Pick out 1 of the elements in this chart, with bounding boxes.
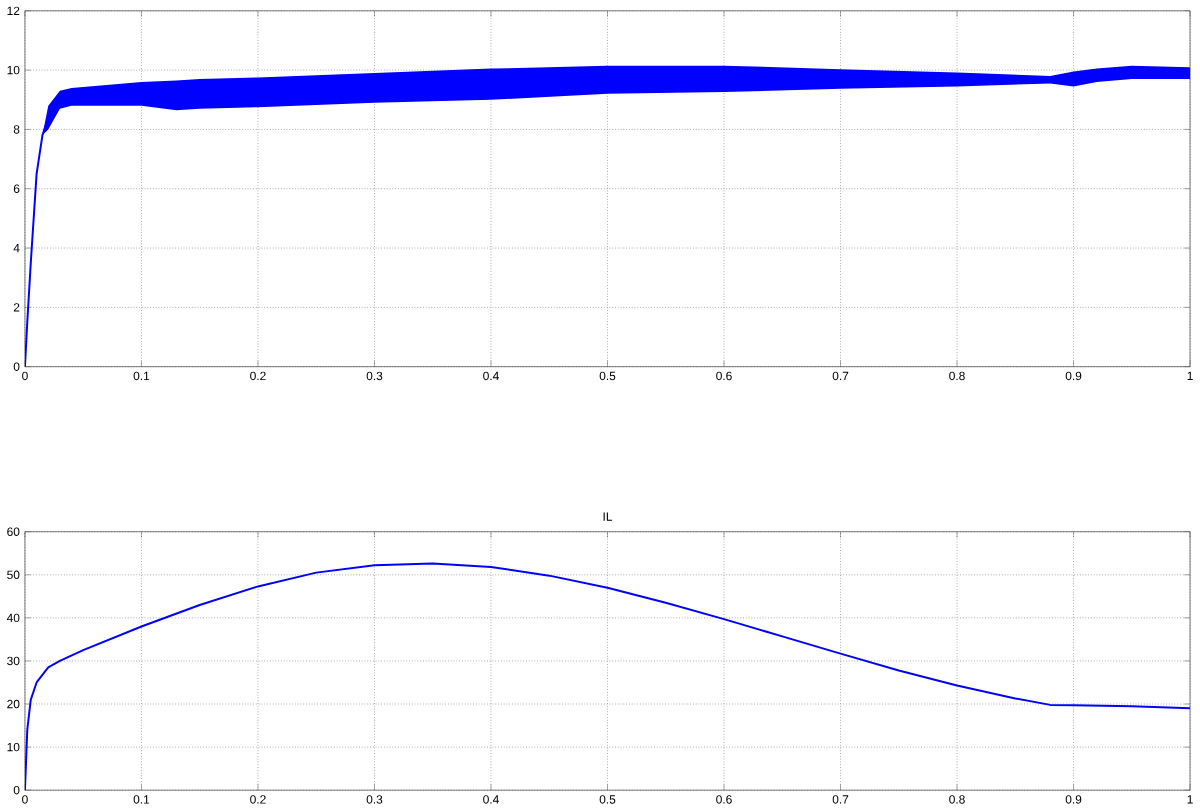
line-series [24, 562, 1191, 791]
